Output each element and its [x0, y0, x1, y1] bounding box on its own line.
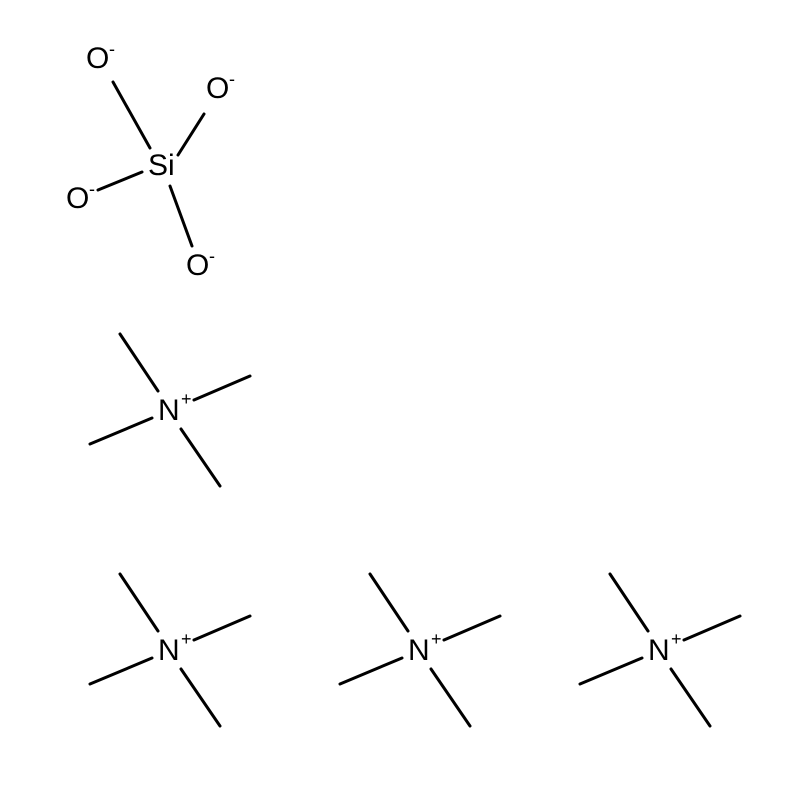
chemical-structure-diagram: SiO-O-O-O-N+N+N+N+ [0, 0, 800, 800]
si-o-bond-1 [178, 114, 204, 155]
n-c-bond-1-1 [194, 616, 250, 640]
n-c-bond-2-3 [431, 669, 470, 726]
n-c-bond-3-0 [610, 574, 648, 631]
n-c-bond-2-0 [370, 574, 408, 631]
n-c-bond-3-2 [580, 658, 642, 684]
n-c-bond-0-3 [181, 429, 220, 486]
oxygen-charge-3: - [209, 246, 215, 266]
oxygen-atom-3: O [186, 249, 209, 282]
n-c-bond-2-2 [340, 658, 402, 684]
nitrogen-atom-3: N [648, 634, 670, 667]
oxygen-atom-1: O [206, 72, 229, 105]
n-c-bond-1-3 [181, 669, 220, 726]
oxygen-charge-0: - [109, 39, 115, 59]
si-o-bond-2 [98, 172, 142, 190]
n-c-bond-0-2 [90, 418, 152, 444]
si-o-bond-3 [170, 186, 192, 246]
nitrogen-atom-1: N [158, 634, 180, 667]
n-c-bond-3-1 [684, 616, 740, 640]
oxygen-charge-2: - [89, 179, 95, 199]
nitrogen-atom-2: N [408, 634, 430, 667]
si-o-bond-0 [113, 82, 150, 148]
n-c-bond-3-3 [671, 669, 710, 726]
n-c-bond-0-1 [194, 376, 250, 400]
nitrogen-charge-2: + [431, 629, 442, 649]
n-c-bond-2-1 [444, 616, 500, 640]
n-c-bond-0-0 [120, 334, 158, 391]
silicon-atom: Si [148, 149, 175, 182]
n-c-bond-1-0 [120, 574, 158, 631]
oxygen-charge-1: - [229, 69, 235, 89]
nitrogen-charge-1: + [181, 629, 192, 649]
oxygen-atom-0: O [86, 42, 109, 75]
oxygen-atom-2: O [66, 182, 89, 215]
nitrogen-atom-0: N [158, 394, 180, 427]
nitrogen-charge-3: + [671, 629, 682, 649]
nitrogen-charge-0: + [181, 389, 192, 409]
n-c-bond-1-2 [90, 658, 152, 684]
